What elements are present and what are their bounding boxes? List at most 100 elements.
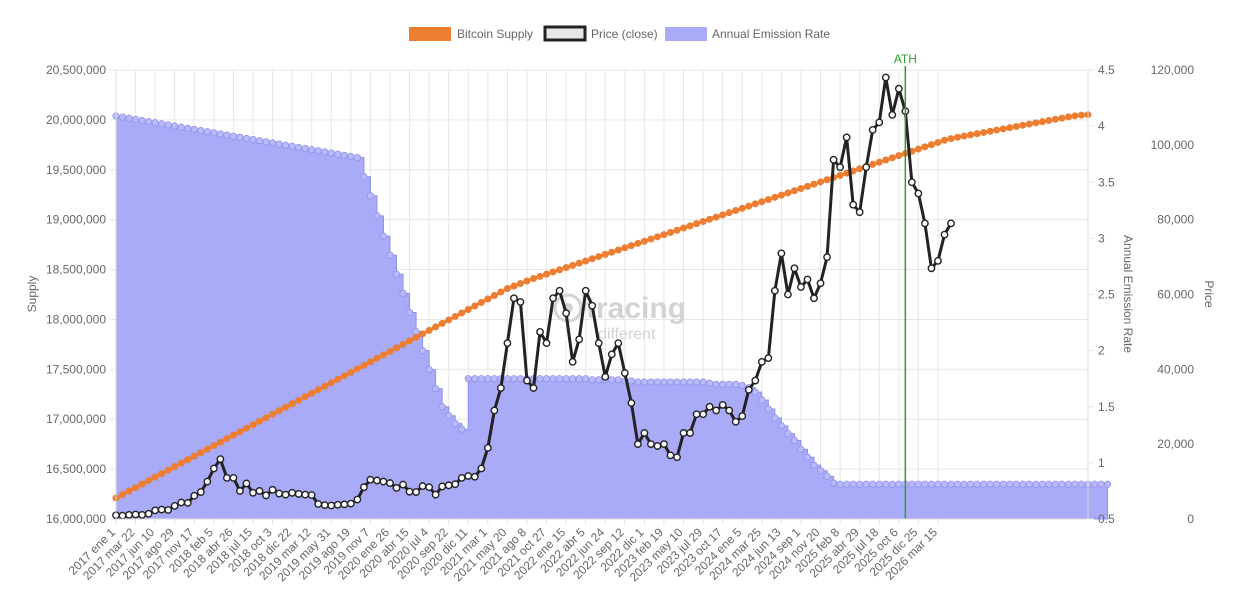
price-point bbox=[451, 480, 460, 489]
emission-point bbox=[262, 138, 270, 146]
price-point bbox=[477, 464, 486, 473]
emission-point bbox=[399, 289, 407, 297]
emission-point bbox=[249, 135, 257, 144]
price-point bbox=[757, 357, 766, 366]
watermark-line1: tracing bbox=[586, 292, 686, 325]
emission-point bbox=[588, 376, 596, 384]
supply-point bbox=[145, 477, 153, 485]
emission-point bbox=[432, 385, 440, 393]
price-point bbox=[594, 339, 603, 348]
price-point bbox=[359, 483, 368, 492]
emission-point bbox=[268, 139, 277, 147]
price-point bbox=[229, 473, 238, 482]
emission-point bbox=[210, 129, 218, 137]
supply-point bbox=[986, 127, 994, 135]
emission-point bbox=[947, 480, 955, 488]
supply-point bbox=[673, 226, 681, 234]
supply-point bbox=[393, 344, 401, 352]
supply-point bbox=[536, 272, 544, 280]
supply-point bbox=[477, 298, 485, 306]
legend-item-emission[interactable]: Annual Emission Rate bbox=[665, 27, 830, 41]
supply-point bbox=[164, 466, 172, 474]
legend-swatch-emission bbox=[665, 27, 707, 41]
price-point bbox=[921, 219, 929, 228]
emission-point bbox=[229, 132, 238, 140]
price-point bbox=[914, 189, 923, 198]
emission-point bbox=[1006, 480, 1014, 488]
emission-point bbox=[1058, 480, 1066, 488]
supply-point bbox=[712, 213, 720, 221]
emission-point bbox=[823, 472, 831, 480]
price-point bbox=[725, 406, 734, 415]
price-point bbox=[275, 489, 283, 498]
emission-point bbox=[419, 347, 427, 355]
price-point bbox=[314, 500, 323, 508]
y-left-tick-label: 20,000,000 bbox=[46, 113, 106, 127]
supply-point bbox=[764, 196, 772, 204]
supply-point bbox=[334, 375, 342, 383]
emission-point bbox=[627, 377, 635, 385]
price-point bbox=[379, 477, 388, 486]
emission-point bbox=[758, 396, 766, 404]
price-point bbox=[666, 451, 675, 460]
supply-point bbox=[301, 393, 309, 401]
emission-point bbox=[451, 419, 459, 428]
supply-point bbox=[399, 340, 407, 348]
price-point bbox=[927, 264, 936, 273]
emission-point bbox=[882, 480, 890, 488]
emission-point bbox=[1097, 480, 1105, 488]
supply-point bbox=[634, 239, 642, 247]
price-point bbox=[620, 369, 629, 377]
emission-point bbox=[732, 380, 740, 388]
price-point bbox=[346, 499, 355, 508]
supply-point bbox=[686, 222, 694, 230]
price-point bbox=[516, 298, 525, 306]
emission-point bbox=[321, 148, 329, 156]
supply-point bbox=[490, 291, 498, 299]
legend-item-supply[interactable]: Bitcoin Supply bbox=[409, 27, 533, 41]
emission-point bbox=[138, 116, 146, 125]
supply-point bbox=[980, 128, 988, 136]
emission-point bbox=[438, 403, 446, 411]
emission-point bbox=[647, 378, 655, 386]
price-point bbox=[660, 440, 668, 449]
supply-point bbox=[738, 204, 746, 212]
emission-point bbox=[803, 453, 812, 461]
price-point bbox=[816, 279, 825, 288]
price-point bbox=[542, 339, 551, 348]
legend-swatch-price bbox=[543, 25, 587, 42]
emission-point bbox=[1038, 480, 1046, 488]
supply-point bbox=[751, 200, 759, 208]
price-point bbox=[340, 500, 349, 509]
y-left-tick-label: 18,500,000 bbox=[46, 263, 106, 277]
ath-label: ATH bbox=[894, 52, 917, 66]
ath-annotation: ATH bbox=[894, 52, 917, 519]
emission-point bbox=[875, 480, 883, 488]
price-point bbox=[483, 444, 492, 452]
price-point bbox=[718, 400, 727, 409]
supply-point bbox=[158, 470, 166, 478]
legend-item-price[interactable]: Price (close) bbox=[543, 25, 658, 42]
supply-point bbox=[340, 372, 348, 380]
supply-point bbox=[412, 333, 420, 341]
supply-point bbox=[282, 403, 290, 411]
emission-point bbox=[660, 378, 668, 386]
emission-point bbox=[125, 114, 133, 122]
supply-point bbox=[562, 264, 570, 272]
emission-point bbox=[314, 147, 322, 155]
emission-point bbox=[712, 380, 720, 388]
supply-point bbox=[210, 442, 218, 450]
emission-point bbox=[1032, 480, 1040, 488]
supply-point bbox=[308, 389, 316, 397]
price-point bbox=[640, 429, 649, 437]
emission-point bbox=[1077, 480, 1086, 488]
emission-point bbox=[706, 379, 714, 387]
supply-point bbox=[516, 280, 524, 288]
emission-point bbox=[764, 405, 772, 413]
emission-point bbox=[347, 152, 355, 161]
y-left-tick-label: 19,500,000 bbox=[46, 163, 106, 177]
supply-point bbox=[1038, 118, 1046, 126]
emission-point bbox=[1012, 480, 1020, 488]
supply-point bbox=[530, 275, 538, 283]
